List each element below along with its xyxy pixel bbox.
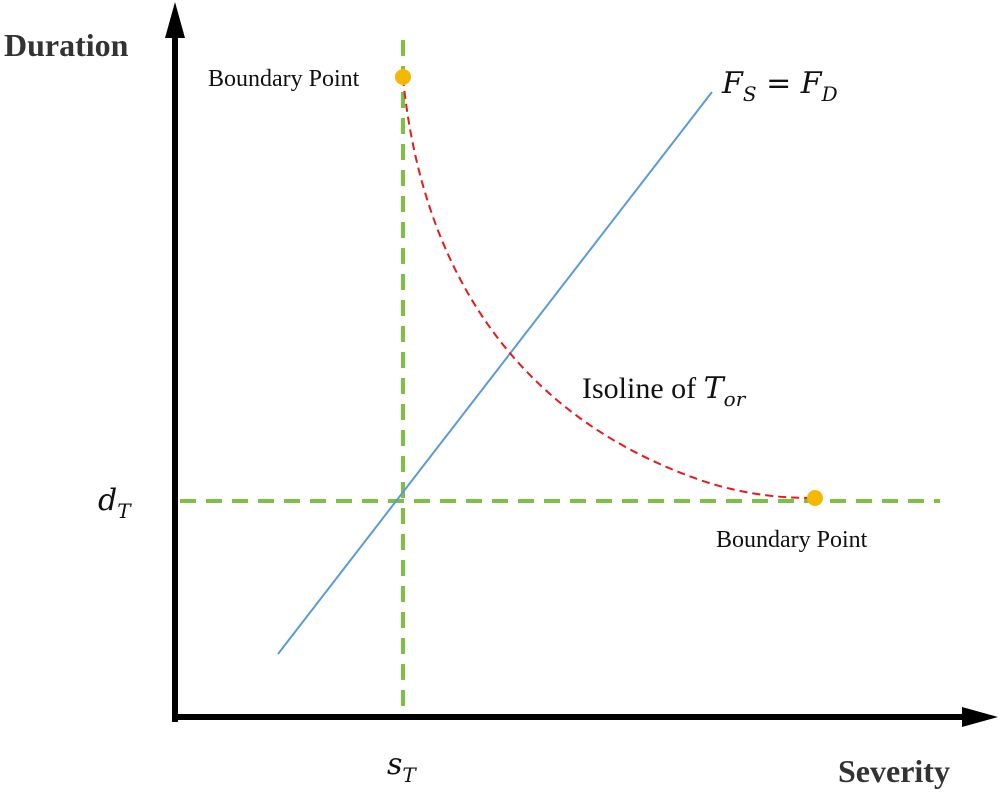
- x-axis-arrowhead: [962, 707, 998, 727]
- equality-line-label: FS = FD: [721, 66, 838, 106]
- x-axis-title: Severity: [838, 753, 950, 789]
- isoline-label: Isoline of Tor: [582, 371, 747, 411]
- boundary-point-top: [395, 69, 411, 85]
- boundary-point-bottom-label: Boundary Point: [716, 527, 868, 553]
- isoline-curve: [402, 77, 816, 499]
- duration-threshold-label: dT: [98, 483, 132, 523]
- equality-line: [277, 91, 713, 655]
- boundary-point-top-label: Boundary Point: [208, 66, 360, 92]
- y-axis-arrowhead: [165, 2, 185, 38]
- boundary-point-bottom: [807, 490, 823, 506]
- severity-threshold-label: sT: [387, 747, 417, 787]
- y-axis-title: Duration: [4, 27, 129, 63]
